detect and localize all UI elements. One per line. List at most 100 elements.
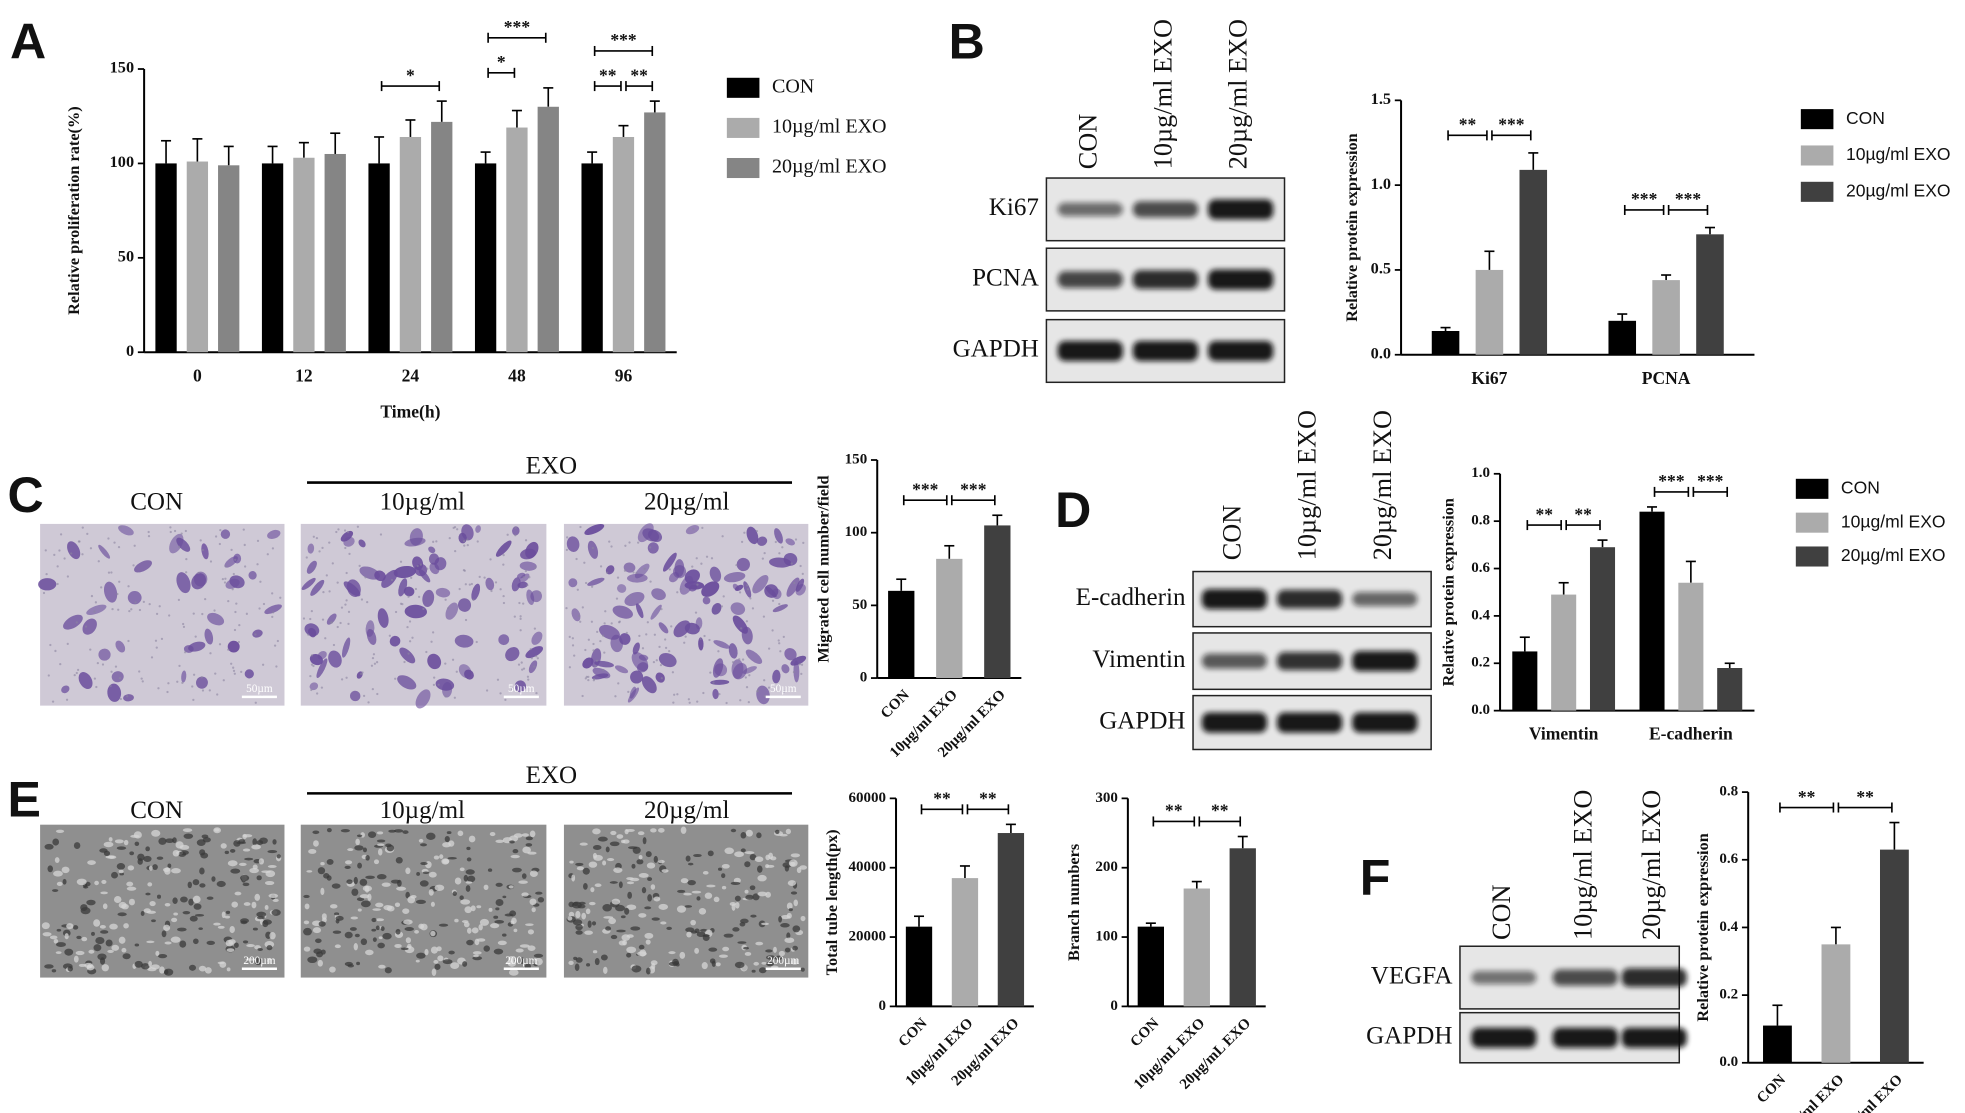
cell: [262, 920, 269, 928]
pore: [213, 609, 216, 612]
pore: [579, 525, 582, 529]
bar: [1879, 849, 1909, 1063]
cell: [579, 842, 588, 846]
pore: [90, 594, 94, 598]
pore: [485, 689, 489, 692]
pore: [659, 663, 663, 667]
cell: [761, 961, 767, 965]
cell: [254, 957, 262, 966]
cell: [525, 923, 534, 926]
cell: [344, 931, 353, 939]
pore: [312, 664, 315, 668]
cell: [134, 960, 143, 968]
cell: [728, 643, 738, 659]
cell: [67, 966, 74, 972]
cell: [416, 872, 421, 876]
pore: [695, 557, 698, 560]
cell: [512, 526, 520, 536]
cell: [467, 875, 476, 883]
cell: [182, 910, 191, 915]
significance-label: ***: [610, 30, 637, 50]
cell: [470, 905, 476, 912]
cell: [176, 572, 191, 594]
cell: [53, 938, 59, 944]
pore: [235, 602, 238, 605]
cell: [251, 844, 261, 850]
cell: [508, 969, 519, 976]
cell: [632, 642, 640, 655]
pore: [705, 555, 709, 558]
pore: [595, 659, 599, 662]
cell: [744, 889, 749, 894]
cell: [795, 578, 805, 592]
pore: [668, 568, 671, 571]
cell: [569, 860, 574, 864]
pore: [649, 580, 652, 583]
cell: [264, 904, 269, 910]
cell: [519, 944, 530, 948]
pore: [214, 535, 218, 538]
pore: [81, 553, 84, 556]
pore: [305, 556, 308, 559]
cell: [73, 842, 81, 849]
cell: [49, 935, 58, 940]
pore: [458, 587, 461, 591]
bar: [1431, 330, 1460, 355]
cell: [588, 861, 598, 868]
cell: [770, 856, 777, 861]
cell: [784, 947, 791, 953]
pore: [524, 569, 527, 573]
bar: [1717, 668, 1743, 711]
pore: [578, 614, 581, 618]
pore: [240, 670, 243, 674]
cell: [653, 855, 658, 863]
pore: [610, 545, 613, 548]
bar: [1821, 944, 1851, 1063]
cell: [100, 891, 108, 895]
cell: [193, 903, 202, 910]
cell: [188, 641, 206, 652]
cell: [647, 894, 653, 902]
cell: [495, 882, 503, 887]
pore: [751, 607, 755, 610]
cell: [359, 894, 370, 899]
pore: [232, 572, 235, 576]
cell: [146, 910, 156, 914]
cell: [740, 848, 746, 853]
cell: [211, 876, 216, 882]
blot-band: [1132, 270, 1199, 289]
bar: [581, 163, 603, 353]
pore: [632, 571, 635, 574]
significance-label: *: [406, 65, 415, 85]
y-axis-label: Total tube length(px): [822, 829, 841, 975]
pore: [496, 678, 500, 681]
cell: [746, 526, 759, 545]
pore: [592, 649, 595, 652]
significance-label: **: [1856, 787, 1874, 807]
pore: [801, 572, 804, 575]
cell: [242, 833, 247, 840]
cell: [497, 940, 507, 946]
pore: [587, 675, 590, 679]
cell: [498, 634, 510, 646]
bar: [1519, 169, 1548, 355]
panel-letter: B: [949, 13, 985, 69]
pore: [513, 615, 516, 618]
cell: [772, 604, 788, 613]
cell: [230, 868, 241, 874]
pore: [771, 599, 775, 602]
cell: [721, 863, 730, 869]
legend-label: CON: [1841, 477, 1880, 497]
cell: [52, 838, 60, 846]
cell: [93, 919, 101, 927]
pore: [464, 583, 467, 586]
cell: [206, 940, 215, 945]
pore: [279, 596, 282, 599]
significance-label: **: [630, 65, 648, 85]
cell: [765, 864, 770, 869]
cell: [310, 579, 325, 596]
cell: [367, 831, 377, 839]
cell: [521, 833, 529, 837]
cell: [465, 869, 475, 875]
cell: [590, 648, 602, 668]
